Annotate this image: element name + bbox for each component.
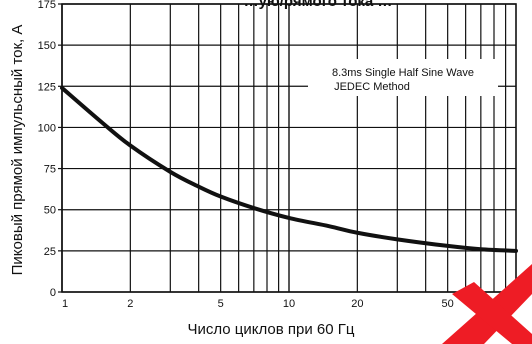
x-tick-label: 20	[351, 298, 363, 310]
watermark-cross-icon	[442, 264, 532, 344]
y-tick-label: 150	[38, 40, 56, 52]
y-axis-ticks: 0 25 50 75 100 125 150 175	[38, 0, 62, 299]
chart-title: …ую/рямого тока …	[244, 0, 393, 10]
series-line	[60, 85, 518, 253]
x-tick-label: 10	[283, 298, 295, 310]
x-axis-label: Число циклов при 60 Гц	[188, 321, 355, 338]
y-tick-label: 75	[44, 164, 56, 176]
y-axis-label: Пиковый прямой импульсный ток, А	[9, 25, 26, 276]
x-tick-label: 1	[62, 298, 68, 310]
annotation-line-1: 8.3ms Single Half Sine Wave	[332, 67, 474, 79]
y-tick-label: 125	[38, 81, 56, 93]
y-tick-label: 25	[44, 246, 56, 258]
plot-border	[61, 3, 517, 293]
grid	[61, 3, 516, 293]
x-tick-label: 5	[218, 298, 224, 310]
y-tick-label: 0	[50, 287, 56, 299]
y-tick-label: 175	[38, 0, 56, 11]
y-tick-label: 50	[44, 205, 56, 217]
series	[60, 85, 518, 253]
x-tick-label: 2	[127, 298, 133, 310]
x-tick-label: 50	[442, 298, 454, 310]
annotation-line-2: JEDEC Method	[334, 81, 410, 93]
annotation-box: 8.3ms Single Half Sine Wave JEDEC Method	[308, 59, 498, 96]
y-tick-label: 100	[38, 122, 56, 134]
plot-frame	[61, 3, 517, 293]
